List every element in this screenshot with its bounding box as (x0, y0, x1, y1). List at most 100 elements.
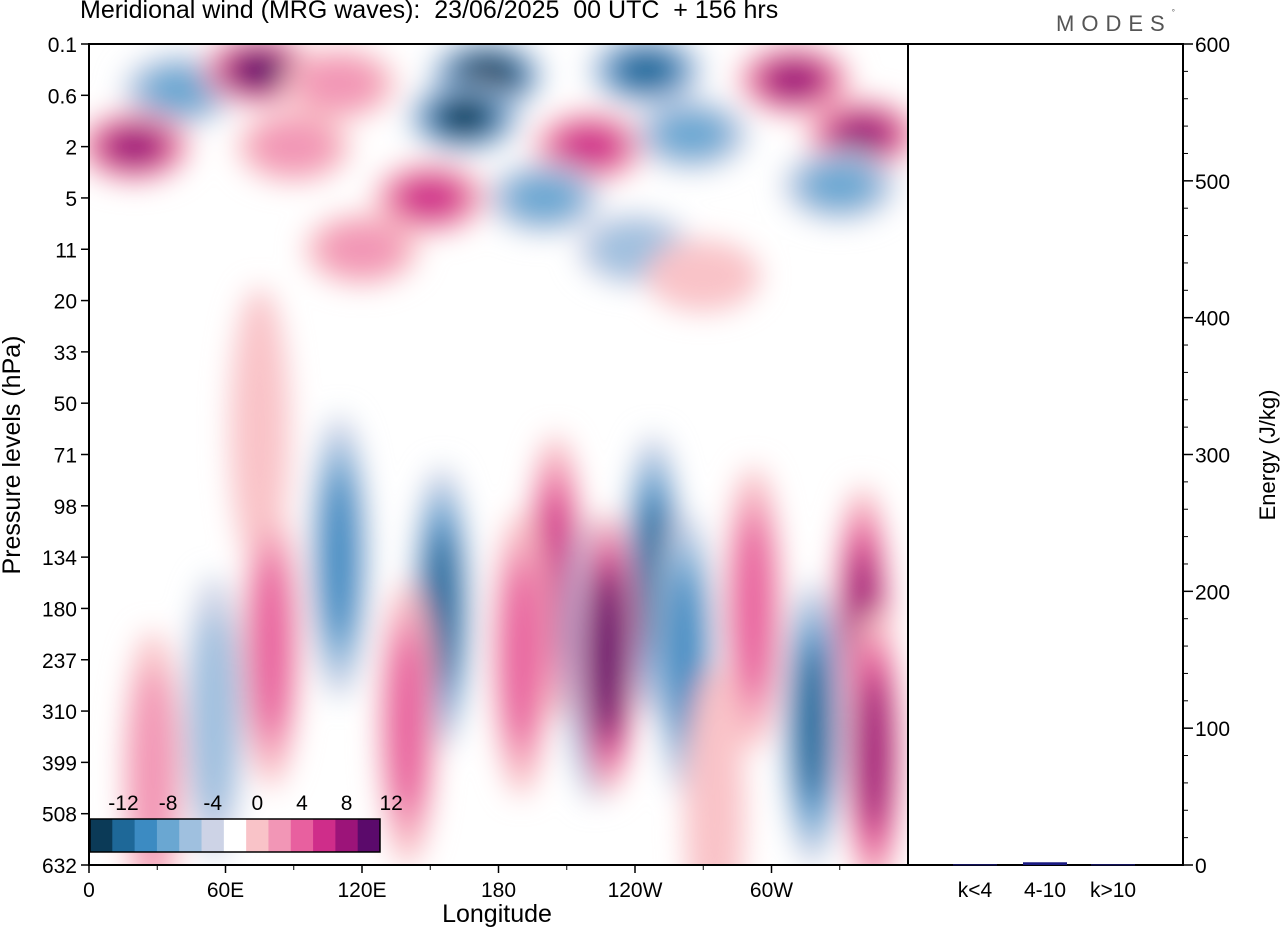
heatmap-cell (508, 175, 580, 221)
energy-bars: k<4 4-10 k>10 (953, 862, 1136, 902)
heatmap-cell (296, 56, 382, 111)
heatmap-cell (319, 222, 405, 277)
y-tick-label: 399 (42, 752, 77, 775)
energy-category-label: 4-10 (1024, 879, 1066, 902)
energy-bar (1023, 862, 1067, 865)
colorbar-swatch (90, 819, 113, 852)
chart-title: Meridional wind (MRG waves): 23/06/2025 … (80, 0, 779, 24)
colorbar-swatch (201, 819, 225, 852)
heatmap-cell (229, 287, 290, 573)
y-tick-label: 33 (54, 342, 77, 365)
y-tick-label: 71 (54, 445, 77, 468)
heatmap-cell (425, 533, 458, 684)
colorbar-swatch (357, 819, 381, 852)
energy-axis-label: Energy (J/kg) (1255, 390, 1280, 521)
heatmap-cell (684, 667, 745, 865)
heatmap-cell (251, 119, 337, 174)
colorbar-swatch (179, 819, 202, 852)
heatmap-cell (655, 111, 728, 158)
x-tick-label: 180 (481, 879, 516, 902)
x-tick-label: 0 (83, 879, 95, 902)
colorbar-swatch (134, 819, 158, 852)
energy-tick-label: 500 (1195, 171, 1230, 194)
heatmap-cell (231, 52, 288, 89)
colorbar: -12 -8 -4 0 4 8 12 (89, 792, 403, 853)
brand-mark: ° (1171, 8, 1175, 17)
brand-text: MODES (1056, 11, 1172, 36)
heatmap-cell (191, 611, 237, 824)
energy-tick-label: 100 (1195, 718, 1230, 741)
y-tick-label: 237 (42, 650, 77, 673)
colorbar-swatch (290, 819, 314, 852)
energy-bar (1091, 864, 1135, 866)
colorbar-tick-label: 8 (341, 792, 353, 815)
heatmap-cell (668, 573, 703, 735)
y-tick-label: 50 (54, 393, 77, 416)
heatmap-blobs (89, 44, 908, 865)
y-tick-label: 2 (65, 137, 77, 160)
energy-category-label: k<4 (958, 879, 993, 902)
axes: 0.1 0.6 2 5 11 20 33 50 71 98 134 180 237 310 399 508 63… (42, 34, 1230, 902)
y-tick-label: 632 (42, 855, 77, 878)
y-tick-label: 0.1 (48, 34, 77, 57)
energy-tick-label: 300 (1195, 445, 1230, 468)
colorbar-swatch (313, 819, 336, 852)
heatmap-cell (832, 115, 893, 154)
x-tick-label: 120E (337, 879, 386, 902)
y-tick-label: 98 (54, 496, 77, 519)
energy-bar (953, 864, 997, 866)
y-tick-label: 11 (55, 239, 77, 262)
y-tick-label: 180 (42, 598, 77, 621)
heatmap-cell (764, 60, 825, 99)
energy-tick-label: 200 (1195, 581, 1230, 604)
heatmap-cell (322, 476, 357, 638)
colorbar-tick-label: -4 (203, 792, 222, 815)
y-tick-label: 508 (42, 804, 77, 827)
energy-tick-label: 0 (1195, 855, 1207, 878)
heatmap-cell (858, 677, 890, 828)
heatmap-cell (130, 667, 175, 865)
heatmap-cell (557, 126, 622, 167)
heatmap-cell (593, 586, 622, 722)
colorbar-swatch (335, 819, 359, 852)
colorbar-tick-label: -8 (159, 792, 178, 815)
y-tick-label: 20 (54, 291, 77, 314)
colorbar-tick-label: 4 (296, 792, 308, 815)
heatmap-cell (646, 239, 761, 312)
colorbar-frame (89, 818, 381, 853)
y-axis-label: Pressure levels (hPa) (0, 336, 26, 575)
x-tick-label: 60E (207, 879, 244, 902)
colorbar-tick-label: -12 (108, 792, 138, 815)
colorbar-tick-label: 12 (379, 792, 402, 815)
heatmap-cell (144, 67, 216, 113)
heatmap-cell (436, 99, 493, 135)
x-tick-label: 60W (750, 879, 793, 902)
energy-category-label: k>10 (1090, 879, 1136, 902)
brand-logo: MODES° (1056, 8, 1175, 37)
colorbar-swatch (246, 819, 269, 852)
energy-tick-label: 400 (1195, 308, 1230, 331)
heatmap-cell (104, 127, 165, 166)
heatmap-cell (616, 51, 677, 90)
heatmap-cell (734, 518, 773, 699)
y-tick-label: 5 (65, 188, 77, 211)
colorbar-swatch (268, 819, 292, 852)
heatmap-field (89, 44, 908, 865)
colorbar-swatch (112, 819, 136, 852)
heatmap-cell (796, 649, 829, 799)
x-tick-label: 120W (608, 879, 663, 902)
y-tick-label: 310 (42, 701, 77, 724)
colorbar-swatch (223, 819, 247, 852)
heatmap-cell (388, 634, 427, 814)
energy-tick-label: 600 (1195, 34, 1230, 57)
colorbar-tick-label: 0 (251, 792, 263, 815)
heatmap-cell (398, 177, 463, 219)
heatmap-cell (803, 162, 876, 209)
y-tick-label: 134 (42, 547, 77, 570)
y-tick-label: 0.6 (48, 85, 77, 108)
heatmap-cell (502, 564, 541, 744)
x-axis-label: Longitude (442, 900, 552, 928)
colorbar-swatch (156, 819, 180, 852)
